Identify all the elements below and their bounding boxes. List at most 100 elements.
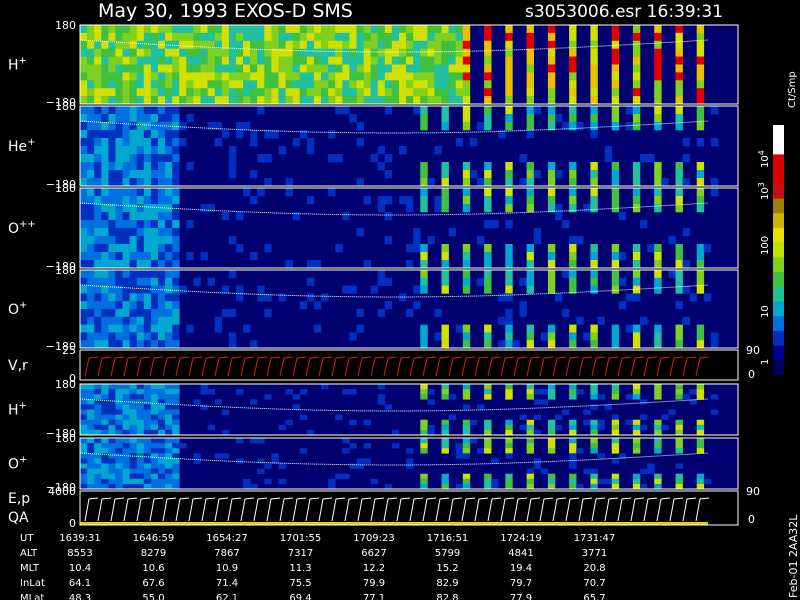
spectrogram-cell [590, 448, 598, 454]
spectrogram-cell [399, 40, 407, 49]
spectrogram-cell [555, 114, 563, 123]
spectrogram-cell [547, 443, 556, 449]
spectrogram-cell [236, 458, 244, 464]
spectrogram-cell [462, 122, 471, 131]
spectrogram-cell [193, 40, 201, 49]
spectrogram-cell [462, 252, 471, 261]
spectrogram-cell [172, 260, 180, 269]
spectrogram-cell [696, 424, 705, 431]
spectrogram-cell [668, 270, 676, 279]
spectrogram-cell [250, 340, 258, 349]
spectrogram-cell [250, 72, 258, 81]
spectrogram-cell [292, 64, 301, 73]
spectrogram-cell [115, 332, 123, 341]
spectrogram-cell [292, 48, 301, 57]
spectrogram-cell [632, 293, 641, 302]
spectrogram-cell [406, 72, 414, 81]
spectrogram-cell [292, 212, 301, 221]
spectrogram-cell [136, 332, 145, 341]
spectrogram-cell [80, 212, 88, 221]
spectrogram-cell [94, 468, 102, 474]
spectrogram-cell [505, 64, 513, 73]
table-cell: 10.4 [69, 563, 91, 574]
panel-frame [79, 24, 739, 105]
spectrogram-cell [434, 88, 442, 97]
spectrogram-cell [526, 162, 534, 171]
spectrogram-cell [278, 32, 286, 42]
spectrogram-cell [165, 309, 173, 318]
spectrogram-cell [165, 293, 173, 302]
table-cell: 8279 [141, 548, 166, 559]
spectrogram-cell [576, 122, 584, 131]
spectrogram-cell [122, 204, 130, 213]
spectrogram-cell [391, 64, 400, 73]
table-cell: 10.9 [216, 563, 238, 574]
spectrogram-cell [420, 32, 428, 42]
ion: E,p [8, 491, 30, 507]
spectrogram-cell [526, 80, 534, 89]
spectrogram-cell [243, 96, 251, 105]
spectrogram-cell [484, 260, 492, 269]
spectrogram-cell [285, 72, 293, 81]
spectrogram-cell [420, 473, 428, 480]
spectrogram-cell [313, 40, 322, 49]
spectrogram-cell [115, 270, 123, 279]
spectrogram-cell [150, 64, 159, 73]
spectrogram-cell [122, 138, 130, 147]
spectrogram-cell [271, 56, 279, 65]
spectrogram-cell [143, 478, 152, 485]
spectrogram-cell [172, 252, 180, 261]
ion: He [8, 139, 27, 155]
spectrogram-cell [618, 212, 627, 221]
charge: + [19, 300, 27, 311]
spectrogram-cell [143, 114, 152, 123]
spectrogram-cell [625, 293, 634, 302]
spectrogram-cell [703, 244, 712, 253]
spectrogram-cell [101, 236, 109, 245]
table-cell: 4841 [508, 548, 533, 559]
spectrogram-cell [221, 32, 230, 42]
spectrogram-cell [611, 96, 620, 105]
spectrogram-cell [335, 154, 343, 163]
spectrogram-cell [94, 130, 102, 139]
spectrogram-cell [391, 443, 400, 449]
spectrogram-cell [618, 277, 627, 286]
spectrogram-cell [172, 178, 180, 187]
spectrogram-cell [80, 106, 88, 115]
spectrogram-cell [94, 424, 102, 431]
spectrogram-cell [484, 170, 492, 179]
spectrogram-cell [441, 72, 449, 81]
spectrogram-cell [108, 301, 116, 310]
spectrogram-cell [540, 399, 549, 405]
spectrogram-cell [221, 409, 230, 415]
spectrogram-cell [484, 72, 492, 81]
spectrogram-cell [611, 25, 620, 34]
spectrogram-cell [250, 80, 258, 89]
spectrogram-cell [172, 154, 180, 163]
spectrogram-cell [150, 204, 159, 213]
spectrogram-cell [448, 228, 456, 237]
spectrogram-cell [427, 40, 435, 49]
spectrogram-cell [590, 429, 598, 436]
spectrogram-cell [342, 72, 350, 81]
spectrogram-cell [257, 25, 265, 34]
table-cell: 62.1 [216, 593, 238, 600]
spectrogram-cell [94, 88, 102, 97]
spectrogram-cell [94, 114, 102, 123]
spectrogram-cell [363, 72, 371, 81]
spectrogram-cell [448, 40, 456, 49]
spectrogram-cell [420, 72, 428, 81]
spectrogram-cell [115, 293, 123, 302]
spectrogram-cell [87, 429, 95, 436]
spectrogram-cell [356, 88, 364, 97]
spectrogram-cell [94, 285, 102, 294]
spectrogram-cell [441, 196, 449, 205]
y-tick-label: 0 [69, 372, 76, 385]
spectrogram-cell [129, 324, 137, 333]
spectrogram-cell [427, 88, 435, 97]
table-cell: 1639:31 [59, 533, 101, 544]
spectrogram-cell [299, 40, 308, 49]
spectrogram-cell [221, 130, 230, 139]
spectrogram-cell [696, 178, 705, 187]
